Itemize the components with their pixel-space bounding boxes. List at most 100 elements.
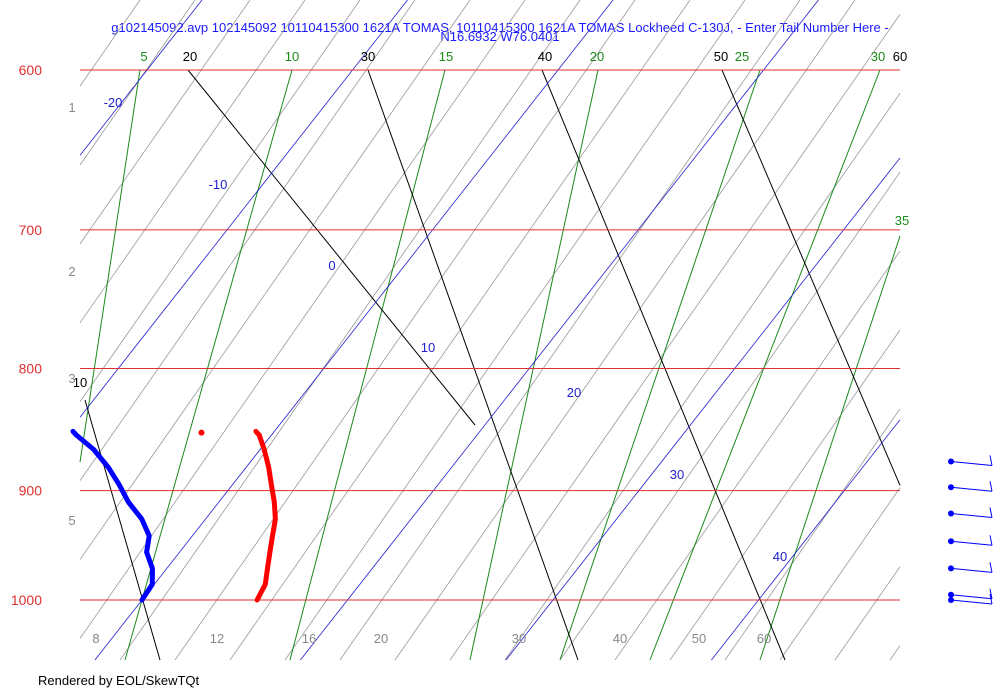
moist-adiabat-line <box>79 0 361 402</box>
moist-adiabat-line <box>79 0 471 560</box>
dry-adiabat-label: 40 <box>538 49 552 64</box>
mixing-ratio-line <box>559 69 761 661</box>
wind-barb-staff <box>950 567 993 573</box>
moist-adiabat-line <box>449 14 901 661</box>
dry-adiabat-line <box>187 69 476 426</box>
isotherm-label: -20 <box>104 95 123 110</box>
sounding-data <box>70 428 278 603</box>
mixing-ratio-line <box>759 235 901 661</box>
wind-barb-staff <box>950 512 993 518</box>
moist-adiabat-line <box>284 0 746 661</box>
isotherm-line <box>711 419 901 661</box>
height-label: 5 <box>68 513 75 528</box>
bottom-axis-label: 60 <box>757 631 771 646</box>
moist-adiabat-line <box>79 0 141 87</box>
wind-barb-staff <box>950 540 993 546</box>
pressure-tick-label: 1000 <box>11 592 42 608</box>
isotherm-line <box>505 157 901 661</box>
bottom-axis-label: 50 <box>692 631 706 646</box>
height-label: 1 <box>68 100 75 115</box>
isotherm-line <box>94 0 614 661</box>
moist-adiabat-line <box>119 0 581 661</box>
wind-barb-flag <box>989 481 993 492</box>
axis-labels: 600 700 800 900 1000 -20 -10 0 10 20 30 40 20 30 40 50 6… <box>11 49 909 646</box>
mixing-ratio-label: 25 <box>735 49 749 64</box>
mixing-ratio-label: 20 <box>590 49 604 64</box>
dry-adiabat-label: 20 <box>183 49 197 64</box>
pressure-tick-label: 700 <box>19 222 43 238</box>
footer-credit: Rendered by EOL/SkewTQt <box>38 673 200 688</box>
moist-adiabat-line <box>889 645 901 661</box>
pressure-tick-label: 800 <box>19 360 43 376</box>
moist-adiabat-line <box>504 93 901 661</box>
isotherm-line <box>79 0 408 418</box>
bottom-axis-label: 40 <box>613 631 627 646</box>
dry-adiabat-label: 50 <box>714 49 728 64</box>
moist-adiabat-line <box>559 171 901 661</box>
wind-barb-flag <box>989 593 993 605</box>
mixing-ratio-line <box>79 69 141 463</box>
wind-barbs <box>948 455 993 605</box>
bottom-axis-label: 20 <box>374 631 388 646</box>
mixing-ratio-label: 10 <box>285 49 299 64</box>
moist-adiabat-line <box>79 0 251 245</box>
wind-barb-flag <box>989 455 993 466</box>
wind-barb-staff <box>950 486 993 492</box>
moist-adiabat-line <box>724 408 901 661</box>
dry-adiabat-line <box>84 399 161 661</box>
dry-adiabat-label: 30 <box>361 49 375 64</box>
isotherm-label: 30 <box>670 467 684 482</box>
pressure-tick-label: 600 <box>19 62 43 78</box>
temperature-trace <box>253 428 278 603</box>
moist-adiabat-line <box>79 0 526 639</box>
isotherm-line <box>79 0 203 156</box>
wind-barb-flag <box>989 535 993 546</box>
dry-adiabat-line <box>541 69 786 661</box>
wind-barb-staff <box>950 599 993 605</box>
mixing-ratio-lines <box>79 69 901 661</box>
moist-adiabat-line <box>779 487 901 661</box>
isotherm-line <box>300 0 819 661</box>
dry-adiabat-label: 60 <box>893 49 907 64</box>
mixing-ratio-label: 35 <box>895 213 909 228</box>
mixing-ratio-line <box>289 69 446 661</box>
wind-barb-staff <box>950 460 993 466</box>
bottom-axis-label: 8 <box>92 631 99 646</box>
pressure-tick-label: 900 <box>19 483 43 499</box>
dry-adiabat-label: 10 <box>73 375 87 390</box>
isotherm-label: 20 <box>567 385 581 400</box>
moist-adiabat-line <box>229 0 691 661</box>
wind-barb-flag <box>989 588 993 599</box>
moist-adiabat-lines <box>79 0 901 661</box>
moist-adiabat-line <box>394 0 856 661</box>
bottom-axis-label: 16 <box>302 631 316 646</box>
chart-title-line1: g102145092.avp 102145092 10110415300 162… <box>111 20 889 35</box>
mixing-ratio-line <box>469 69 599 661</box>
mixing-ratio-label: 5 <box>140 49 147 64</box>
mixing-ratio-line <box>124 69 293 661</box>
isotherm-label: 40 <box>773 549 787 564</box>
temperature-point <box>198 429 205 436</box>
dry-adiabat-lines <box>84 69 901 661</box>
bottom-axis-label: 12 <box>210 631 224 646</box>
moist-adiabat-line <box>79 0 306 324</box>
height-label: 2 <box>68 264 75 279</box>
isotherm-label: -10 <box>209 177 228 192</box>
isobar-lines <box>80 69 900 601</box>
isotherm-label: 10 <box>421 340 435 355</box>
bottom-axis-label: 30 <box>512 631 526 646</box>
moist-adiabat-line <box>174 0 636 661</box>
mixing-ratio-line <box>649 69 881 661</box>
moist-adiabat-line <box>339 0 801 661</box>
dry-adiabat-line <box>367 69 579 661</box>
height-label: 3 <box>68 371 75 386</box>
wind-barb-staff <box>950 594 993 600</box>
wind-barb-flag <box>989 507 993 518</box>
mixing-ratio-label: 30 <box>871 49 885 64</box>
moist-adiabat-line <box>79 0 416 481</box>
mixing-ratio-label: 15 <box>439 49 453 64</box>
dry-adiabat-line <box>721 69 901 486</box>
moist-adiabat-line <box>614 250 901 661</box>
moist-adiabat-line <box>834 566 901 661</box>
